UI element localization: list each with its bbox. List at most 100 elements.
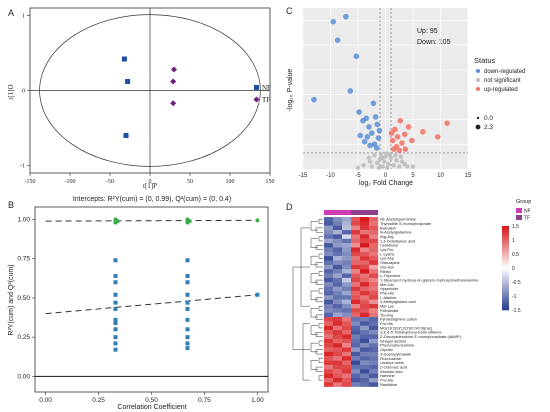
legend-label-tf: TF (262, 96, 270, 104)
panel-a-x-tick-label: 100 (226, 179, 235, 185)
heatmap-cell (324, 238, 334, 244)
heatmap-cell (333, 377, 343, 383)
heatmap-cell (342, 369, 352, 374)
heatmap-cell (324, 282, 334, 287)
heatmap-cell (333, 256, 343, 261)
panel-b-permutation-plot: Intercepts: R²Y(cum) = (0, 0.99), Q²(cum… (8, 196, 269, 411)
volcano-point-ns (380, 164, 385, 169)
heatmap-cell (351, 225, 361, 231)
color-scale-segment (502, 295, 509, 298)
heatmap-cell (369, 304, 379, 309)
volcano-point-down (361, 138, 368, 145)
status-legend-title: Status (474, 56, 496, 65)
color-scale-segment (502, 305, 509, 309)
color-scale-segment (502, 293, 509, 296)
heatmap-cell (369, 282, 379, 287)
dendrogram-branch (318, 288, 323, 294)
q2-point (113, 327, 118, 332)
volcano-point-down (347, 88, 354, 94)
size-legend-marker (476, 116, 480, 120)
heatmap-cell (342, 325, 352, 331)
color-scale-tick-label: -0.5 (512, 280, 521, 286)
heatmap-cell (369, 290, 379, 296)
heatmap-cell (333, 286, 343, 292)
color-scale-segment (502, 228, 509, 231)
volcano-point-ns (366, 155, 372, 161)
heatmap-cell (351, 277, 361, 283)
heatmap-cell (342, 373, 352, 379)
heatmap-cell (351, 217, 361, 222)
color-scale-segment (502, 278, 509, 281)
heatmap-row-label: Cellobiose (380, 243, 398, 248)
heatmap-cell (351, 334, 361, 339)
status-legend-label: not significant (484, 78, 521, 84)
color-scale-segment (502, 232, 509, 235)
volcano-point-down (368, 130, 375, 136)
volcano-point-up (401, 131, 408, 138)
panel-b-y-tick-label: 0.75 (17, 256, 30, 263)
heatmap-row-label: Trp-Arg (380, 312, 393, 317)
dendrogram-branch (310, 360, 318, 370)
dendrogram-branch (318, 271, 323, 276)
heatmap-cell (369, 217, 379, 222)
panel-c-x-tick-label: 10 (437, 173, 444, 179)
volcano-point-down (370, 100, 377, 107)
volcano-point-ns (391, 163, 396, 168)
dendrogram-branch (310, 325, 318, 335)
heatmap-cell (333, 273, 343, 279)
heatmap-row-label: Sinapyl alcohol (380, 338, 406, 343)
heatmap-cell (369, 260, 379, 266)
heatmap-cell (324, 286, 334, 292)
heatmap-cell (360, 217, 370, 222)
dendrogram-branch (318, 375, 323, 381)
heatmap-cell (360, 304, 370, 309)
heatmap-cell (360, 221, 370, 226)
heatmap-cell (324, 334, 334, 339)
q2-point (113, 347, 118, 352)
heatmap-cell (324, 295, 334, 300)
heatmap-row-label: 1-Stearoyl-2-hydroxy-sn-glycero-3-phosph… (380, 277, 478, 282)
heatmap-cell (324, 338, 334, 344)
heatmap-cell (324, 277, 334, 283)
heatmap-row-label: Pro-Ala (380, 378, 394, 383)
heatmap-cell (342, 377, 352, 383)
dendrogram-branch (310, 221, 318, 231)
heatmap-cell (333, 217, 343, 222)
score-point-nf (121, 56, 127, 62)
heatmap-cell (333, 221, 343, 226)
heatmap-cell (369, 251, 379, 257)
color-scale-segment (502, 263, 509, 267)
group-legend-label: TF (524, 216, 530, 222)
color-scale-segment (502, 272, 509, 275)
volcano-point-ns (372, 153, 377, 158)
volcano-point-ns (397, 164, 402, 169)
volcano-point-ns (375, 160, 380, 166)
heatmap-cell (360, 256, 370, 261)
dendrogram-branch (310, 255, 318, 266)
panel-c-x-tick-label: -5 (355, 173, 361, 179)
heatmap-cell (342, 308, 352, 313)
color-scale-segment (502, 289, 509, 292)
heatmap-row-label: MG(18:2(9Z,12Z)/0:0/0:0)[rac] (380, 325, 432, 330)
heatmap-cell (333, 243, 343, 248)
dendrogram-branch (302, 323, 310, 381)
heatmap-cell (360, 238, 370, 244)
heatmap-row-label: N-Acetylglutamine (380, 230, 412, 235)
group-legend-label: NF (524, 209, 531, 215)
heatmap-row-label: Met-Gln (380, 282, 394, 287)
score-point-tf (170, 78, 177, 85)
dendrogram-root (292, 266, 310, 350)
heatmap-cell (324, 290, 334, 296)
group-annotation-cell (324, 210, 333, 215)
heatmap-row-label: Baicalein (380, 225, 396, 230)
volcano-point-ns (369, 164, 374, 169)
heatmap-cell (324, 369, 334, 374)
volcano-point-ns (410, 164, 416, 169)
heatmap-cell (324, 256, 334, 261)
group-legend-swatch (516, 215, 522, 220)
heatmap-cell (333, 264, 343, 270)
heatmap-cell (333, 373, 343, 379)
q2-point (113, 335, 118, 340)
heatmap-cell (351, 330, 361, 335)
heatmap-cell (369, 269, 379, 274)
